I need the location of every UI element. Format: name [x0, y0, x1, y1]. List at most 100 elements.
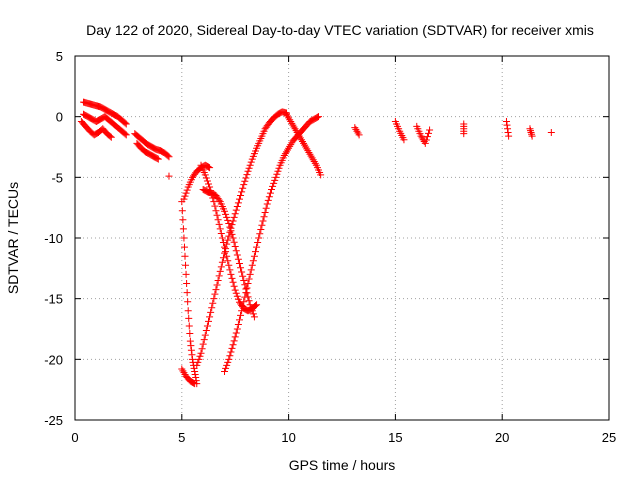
data-point: [286, 142, 294, 150]
data-point: [421, 139, 429, 147]
data-point: [284, 146, 292, 154]
data-point: [354, 129, 362, 137]
data-point: [291, 125, 299, 133]
data-point: [526, 125, 534, 133]
x-axis-label: GPS time / hours: [289, 457, 396, 473]
data-point: [217, 263, 225, 271]
data-point: [426, 126, 434, 134]
data-point: [180, 195, 188, 203]
data-point: [210, 198, 218, 206]
data-point: [184, 298, 192, 306]
data-point: [295, 132, 303, 140]
data-point: [221, 207, 229, 215]
data-point: [231, 210, 239, 218]
data-point: [122, 131, 130, 139]
data-point: [206, 164, 214, 172]
data-point: [266, 189, 274, 197]
data-point: [259, 217, 267, 225]
data-point: [245, 275, 253, 283]
data-point: [245, 164, 253, 172]
data-point: [180, 234, 188, 242]
data-point: [183, 289, 191, 297]
data-point: [202, 174, 210, 182]
data-point: [310, 158, 318, 166]
data-point: [305, 148, 313, 156]
data-point: [284, 112, 292, 120]
chart-title: Day 122 of 2020, Sidereal Day-to-day VTE…: [86, 22, 594, 38]
data-point: [237, 311, 245, 319]
data-point: [187, 342, 195, 350]
data-point: [244, 293, 252, 301]
data-point: [271, 176, 279, 184]
data-point: [235, 316, 243, 324]
data-point: [209, 299, 217, 307]
data-point: [246, 301, 254, 309]
data-point: [232, 289, 240, 297]
data-point: [164, 152, 172, 160]
data-point: [239, 184, 247, 192]
data-point: [422, 136, 430, 144]
data-point: [247, 158, 255, 166]
data-point: [288, 119, 296, 127]
data-point: [214, 276, 222, 284]
y-tick-label: 0: [56, 110, 63, 125]
data-point: [302, 143, 310, 151]
data-point: [229, 278, 237, 286]
segment-late-d: [460, 120, 468, 138]
data-point: [292, 127, 300, 135]
data-point: [238, 268, 246, 276]
data-point: [226, 223, 234, 231]
data-point: [178, 365, 186, 373]
data-point: [180, 369, 188, 377]
data-point: [203, 322, 211, 330]
data-point: [313, 113, 321, 121]
data-point: [223, 361, 231, 369]
data-point: [249, 310, 257, 318]
segment-cross-x: [282, 110, 325, 179]
data-point: [235, 259, 243, 267]
data-point: [309, 156, 317, 164]
data-point: [250, 252, 258, 260]
data-point: [218, 258, 226, 266]
data-point: [232, 329, 240, 337]
x-tick-label: 20: [495, 430, 509, 445]
data-point: [121, 130, 129, 138]
data-point: [248, 261, 256, 269]
data-point: [197, 349, 205, 357]
data-point: [225, 355, 233, 363]
data-point: [301, 141, 309, 149]
data-point: [253, 301, 261, 309]
data-point: [224, 257, 232, 265]
data-point: [184, 307, 192, 315]
data-point: [234, 320, 242, 328]
data-point: [235, 195, 243, 203]
data-point: [303, 145, 311, 153]
segment-late-a: [351, 124, 363, 139]
data-point: [215, 272, 223, 280]
data-point: [244, 280, 252, 287]
data-point: [214, 216, 222, 224]
data-point: [190, 379, 198, 387]
data-point: [238, 188, 246, 196]
y-tick-label: -15: [44, 292, 63, 307]
data-point: [233, 251, 241, 259]
data-point: [221, 243, 229, 251]
data-point: [232, 206, 240, 214]
data-point: [244, 167, 252, 175]
segment-early-cluster-b: [80, 110, 130, 139]
data-point: [241, 177, 249, 185]
data-point: [504, 128, 512, 136]
data-point: [229, 234, 237, 242]
data-point: [230, 282, 238, 290]
data-point: [200, 336, 208, 344]
segment-arc-rise-a: [193, 108, 290, 369]
y-tick-label: -25: [44, 413, 63, 428]
data-point: [180, 243, 188, 251]
data-point: [237, 192, 245, 200]
data-point: [192, 374, 200, 382]
data-point: [228, 274, 236, 282]
data-point: [218, 234, 226, 242]
y-tick-label: -10: [44, 231, 63, 246]
segment-left-loop: [180, 161, 214, 203]
